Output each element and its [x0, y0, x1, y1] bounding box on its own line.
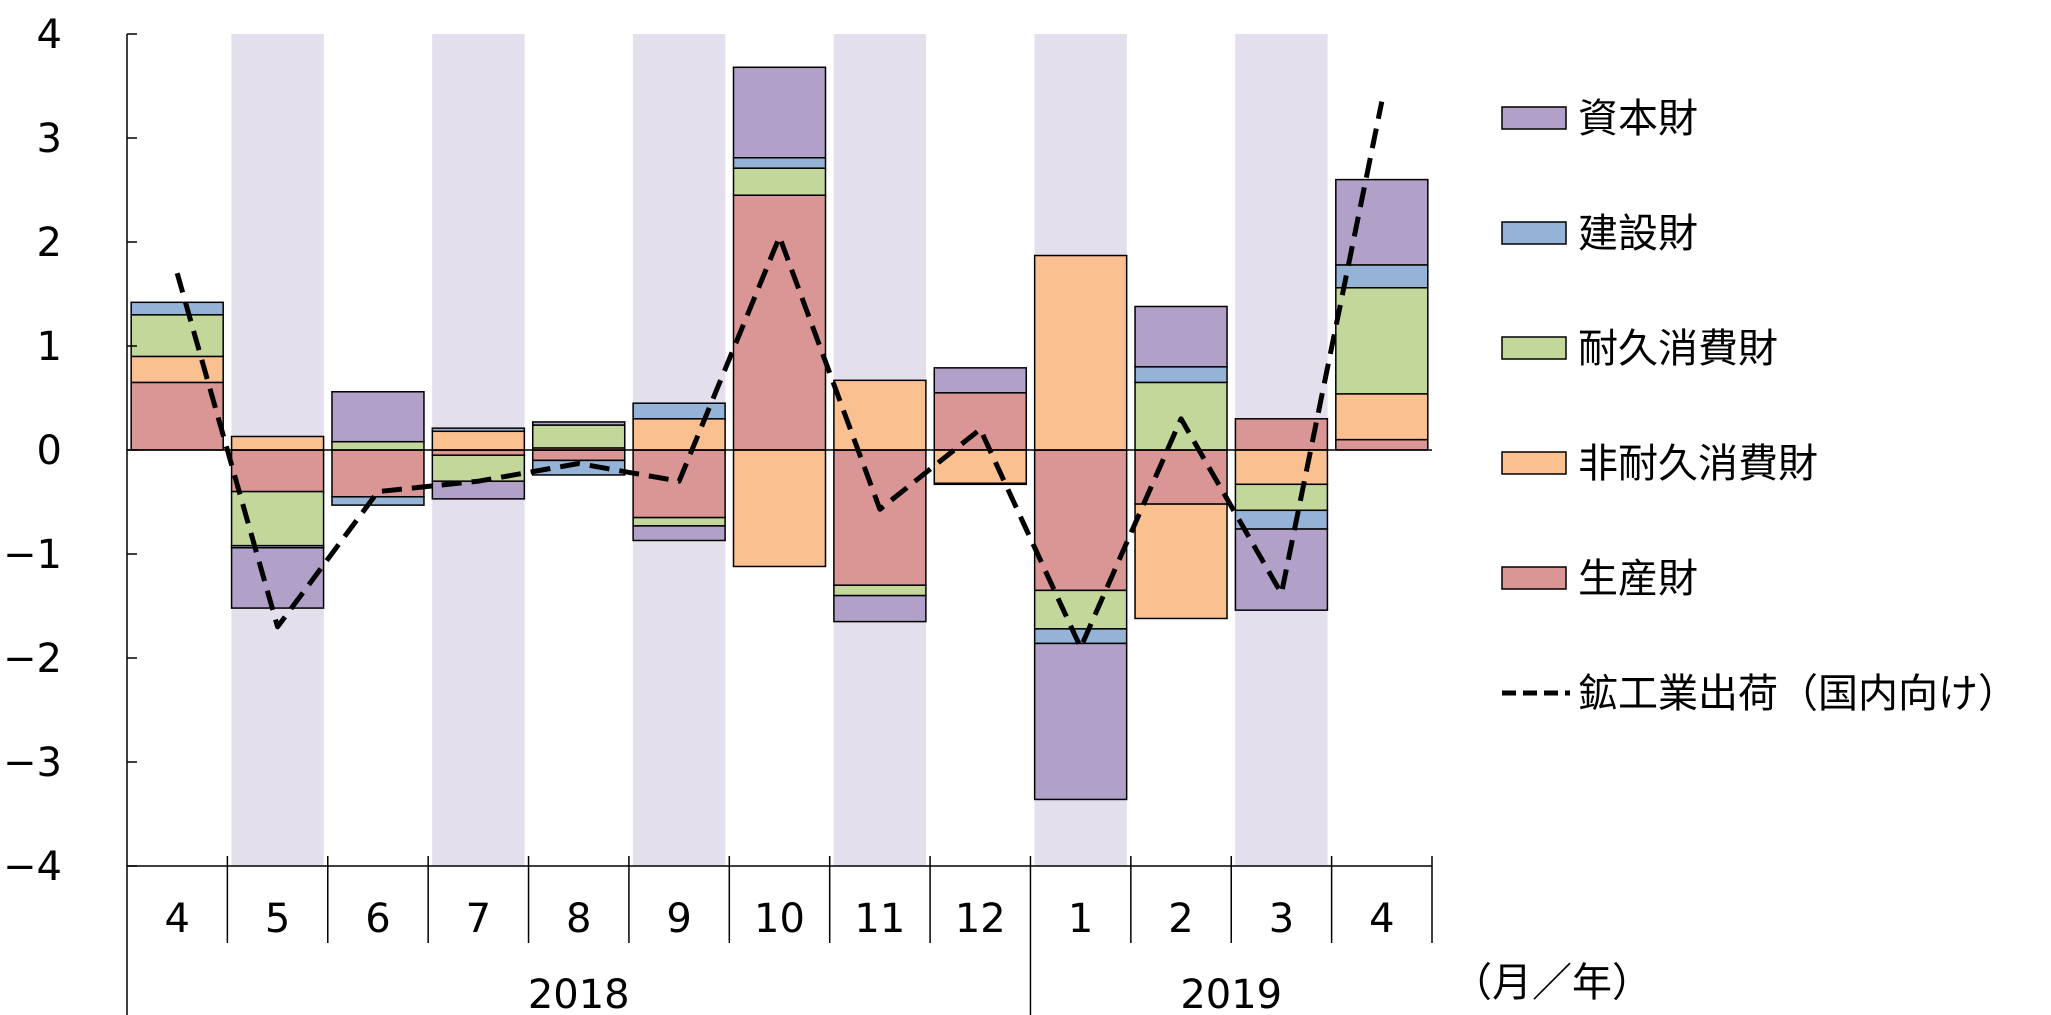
legend-label: 資本財 [1578, 96, 1698, 142]
bar-segment [1335, 393, 1429, 441]
legend-label: 生産財 [1578, 556, 1698, 602]
bar-segment [331, 440, 425, 451]
bar-segment [1335, 438, 1429, 451]
legend-swatch [1501, 451, 1567, 475]
bar-segment [1033, 642, 1128, 801]
y-tick-label: −4 [3, 844, 62, 890]
bar-segment [230, 547, 325, 609]
legend-swatch [1501, 336, 1567, 360]
x-tick-label: 3 [1269, 896, 1294, 942]
y-axis-ticks: −4 −3 −2 −1 0 1 2 3 4 [3, 12, 137, 890]
legend-swatch [1501, 106, 1567, 130]
bar-segment [1335, 287, 1429, 395]
bar-segment [933, 482, 1028, 486]
bar-segment [1234, 483, 1329, 512]
bar-segment [130, 301, 224, 316]
bar-segment [1033, 449, 1128, 592]
x-tick-label: 2 [1168, 896, 1193, 942]
x-tick-label: 9 [666, 896, 691, 942]
bar-segment [732, 194, 827, 451]
x-tick-label: 7 [466, 896, 491, 942]
bar-segment [1234, 528, 1329, 611]
bar-segment [732, 157, 827, 169]
legend-label: 非耐久消費財 [1578, 441, 1818, 487]
bar-segment [531, 421, 626, 426]
axes [126, 34, 1432, 1015]
y-tick-label: −1 [3, 532, 62, 578]
bar-segment [531, 459, 626, 476]
bar-segment [331, 496, 425, 506]
bar-segment [130, 314, 224, 358]
x-tick-label: 6 [365, 896, 390, 942]
bar-segment [1033, 628, 1128, 645]
bar-segment [732, 449, 827, 568]
bar-segment [531, 424, 626, 449]
legend-label: 建設財 [1578, 211, 1698, 257]
bar-segment [331, 391, 425, 443]
x-tick-label: 8 [566, 896, 591, 942]
x-tick-label: 4 [1369, 896, 1394, 942]
bar-segment [331, 449, 425, 498]
y-tick-label: −2 [3, 636, 62, 682]
bar-segment [632, 418, 726, 451]
bar-segment [933, 367, 1028, 394]
bar-segment [1134, 305, 1228, 368]
legend-label: 耐久消費財 [1578, 326, 1778, 372]
bar-segment [632, 449, 726, 519]
bar-segment [1033, 254, 1128, 451]
y-tick-label: 4 [37, 12, 62, 58]
bar-segment [130, 355, 224, 384]
bar-segment [431, 427, 526, 433]
bar-segment [933, 392, 1028, 451]
y-tick-label: 0 [37, 428, 62, 474]
bar-segment [1234, 509, 1329, 530]
bar-segment [732, 167, 827, 196]
x-tick-label: 4 [164, 896, 189, 942]
bar-segment [1335, 264, 1429, 289]
bar-segment [431, 449, 526, 456]
bar-segment [230, 449, 325, 493]
bar-segment [531, 449, 626, 462]
bar-segment [1033, 589, 1128, 630]
shipments-line [174, 101, 1385, 651]
x-axis-unit-label: （月／年） [1452, 960, 1652, 1006]
bar-segment [431, 430, 526, 451]
legend-swatch [1501, 221, 1567, 245]
shipments-line-path [174, 101, 1385, 651]
bar-segment [632, 525, 726, 542]
y-tick-label: 3 [37, 116, 62, 162]
bar-segment [1134, 366, 1228, 384]
bar-segment [732, 66, 827, 159]
bar-segment [632, 402, 726, 420]
x-tick-label: 10 [754, 896, 805, 942]
legend-swatch [1501, 566, 1567, 590]
bar-segment [833, 594, 927, 623]
x-tick-label: 12 [955, 896, 1006, 942]
year-label: 2018 [528, 972, 630, 1015]
x-axis-ticks: 4 5 6 7 8 9 10 11 12 1 2 3 4 [164, 856, 1433, 943]
bar-segments [130, 66, 1429, 801]
year-labels: 2018 2019 [528, 943, 1282, 1015]
x-tick-label: 5 [265, 896, 290, 942]
y-tick-label: 1 [37, 324, 62, 370]
year-label: 2019 [1180, 972, 1282, 1015]
bar-segment [833, 584, 927, 597]
legend-label: 鉱工業出荷（国内向け） [1578, 671, 2018, 717]
bar-segment [230, 435, 325, 451]
y-tick-label: 2 [37, 220, 62, 266]
x-tick-label: 1 [1068, 896, 1093, 942]
bar-segment [1134, 381, 1228, 451]
bar-segment [1134, 503, 1228, 620]
bar-segment [1234, 449, 1329, 486]
bar-segment [833, 449, 927, 586]
bar-segment [632, 516, 726, 527]
y-tick-label: −3 [3, 740, 62, 786]
x-tick-label: 11 [854, 896, 905, 942]
